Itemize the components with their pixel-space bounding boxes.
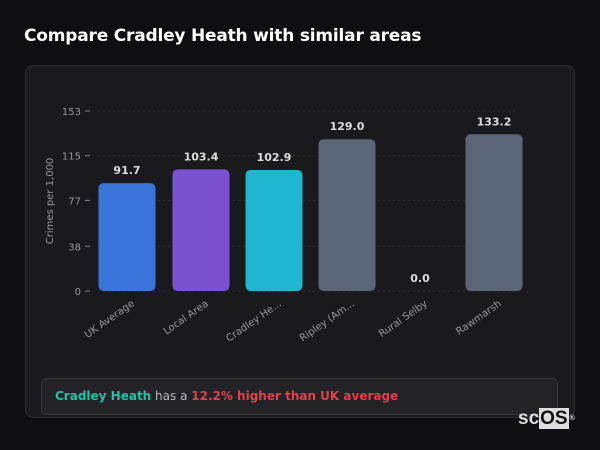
y-tick-label: 0	[75, 287, 81, 298]
data-label: 103.4	[184, 150, 219, 163]
x-tick-label: Cradley He...	[224, 298, 283, 344]
summary-comparison: 12.2% higher than UK average	[191, 389, 399, 403]
x-tick-label: Rawmarsh	[454, 298, 503, 337]
page-title: Compare Cradley Heath with similar areas	[24, 26, 422, 46]
data-label: 133.2	[477, 115, 512, 128]
y-tick-label: 115	[62, 152, 81, 163]
logo-mark: ®	[569, 415, 575, 422]
y-tick-label: 38	[68, 242, 81, 253]
data-label: 102.9	[257, 151, 292, 164]
bar-ripley-am-	[318, 139, 376, 291]
logo-os: OS	[539, 408, 569, 429]
y-tick-label: 77	[68, 196, 81, 207]
x-tick-label: UK Average	[83, 298, 137, 340]
bar-rawmarsh	[465, 134, 523, 291]
bar-cradley-he-	[245, 169, 303, 291]
x-tick-label: Local Area	[162, 298, 211, 337]
summary-area: Cradley Heath	[55, 389, 152, 403]
bar-local-area	[172, 169, 230, 291]
data-label: 0.0	[410, 272, 430, 285]
scos-logo: scOS ®	[518, 408, 575, 429]
x-tick-label: Rural Selby	[377, 298, 430, 340]
y-axis-label: Crimes per 1,000	[45, 158, 56, 245]
comparison-summary: Cradley Heath has a 12.2% higher than UK…	[41, 378, 558, 415]
data-label: 129.0	[330, 120, 365, 133]
bar-uk-average	[98, 183, 156, 291]
logo-sc: sc	[518, 408, 540, 429]
summary-middle: has a	[151, 389, 192, 403]
data-label: 91.7	[113, 164, 140, 177]
y-tick-label: 153	[62, 107, 81, 118]
x-tick-label: Ripley (Am...	[298, 298, 357, 344]
